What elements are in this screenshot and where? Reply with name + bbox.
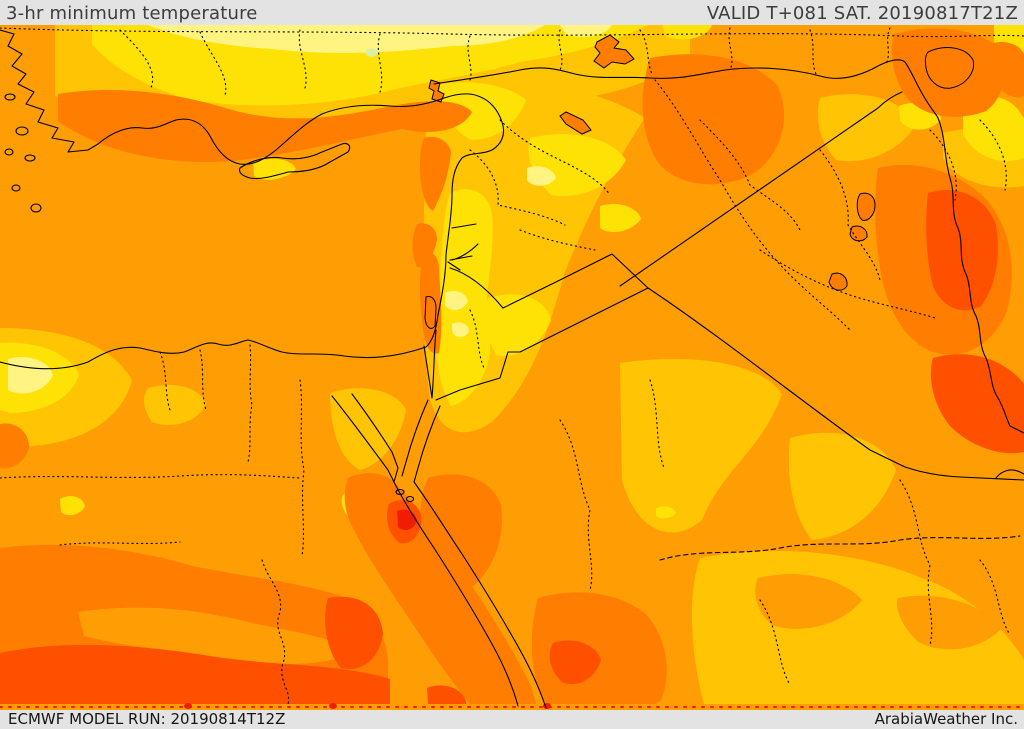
country-borders [423,59,1024,481]
dark-orange-bands [0,28,1024,704]
coastlines [0,29,547,709]
lakes [424,34,975,329]
pale-yellow-spots [8,25,612,511]
map-title: 3-hr minimum temperature [6,3,258,24]
model-run-label: ECMWF MODEL RUN: 20190814T12Z [8,710,286,728]
orange-islands [78,574,1002,664]
temperature-map-canvas [0,25,1024,710]
footer-bar: ECMWF MODEL RUN: 20190814T12Z ArabiaWeat… [0,710,1024,729]
header-bar: 3-hr minimum temperature VALID T+081 SAT… [0,0,1024,25]
admin-borders [0,27,1024,705]
valid-time-label: VALID T+081 SAT. 20190817T21Z [706,3,1018,24]
red-orange-cores [0,189,1024,704]
brand-label: ArabiaWeather Inc. [874,710,1018,728]
